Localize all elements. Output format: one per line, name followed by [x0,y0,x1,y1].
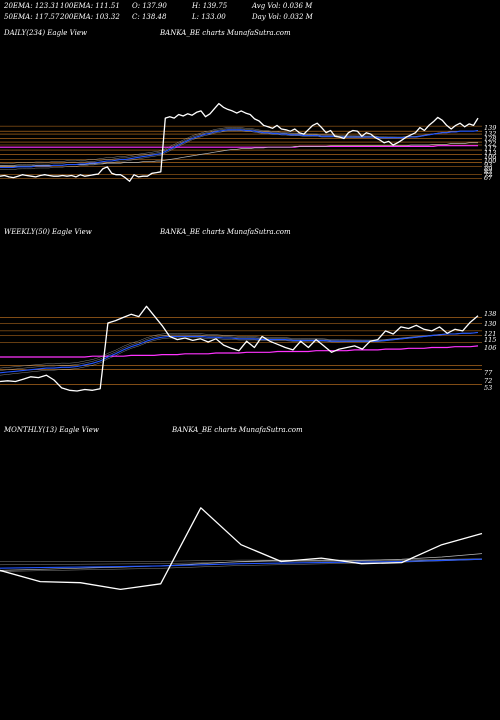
weekly-y-tick-label: 121 [484,330,496,338]
daily-y-tick-label: 128 [484,135,496,143]
weekly-y-tick-label: 138 [484,310,496,318]
monthly-ema-bundle-line [0,559,483,572]
daily-price-line [0,102,479,182]
daily-ema-bundle-line [0,128,479,166]
weekly-price-line [0,305,479,392]
daily-y-tick-label: 100 [484,157,496,165]
weekly-ema-line [0,331,479,374]
monthly-ema-bundle-line [0,558,483,566]
daily-y-tick-label: 83 [484,168,492,176]
day-vol-label: Day Vol: 0.032 M [252,13,313,21]
monthly-ema-line [0,558,483,569]
close-label: C: 138.48 [132,13,167,21]
daily-ema-bundle-line [0,130,479,170]
weekly-ema-line [0,345,479,358]
daily-y-tick-label: 67 [484,174,493,182]
weekly-y-tick-label: 72 [484,377,492,385]
monthly-price-line [0,507,483,591]
weekly-ema-bundle-line [0,332,479,371]
avg-vol-label: Avg Vol: 0.036 M [252,2,313,10]
monthly-panel-site: BANKA_BE charts MunafaSutra.com [172,426,303,434]
daily-y-tick-label: 117 [484,145,497,153]
daily-y-tick-label: 72 [484,171,492,179]
weekly-y-tick-label: 130 [484,320,496,328]
weekly-y-tick-label: 115 [484,336,496,344]
ema20-label: 20EMA: 123.31 [4,2,60,10]
weekly-y-tick-label: 106 [484,344,496,352]
weekly-y-tick-label: 53 [484,384,492,392]
weekly-ema-bundle-line [0,332,479,369]
daily-y-tick-label: 132 [484,130,496,138]
ema50-label: 50EMA: 117.57 [4,13,60,21]
daily-y-tick-label: 93 [484,161,492,169]
low-label: L: 133.00 [192,13,226,21]
daily-ema-bundle-line [0,127,479,164]
high-label: H: 139.75 [192,2,228,10]
daily-y-tick-label: 122 [484,140,496,148]
ema100-label: 100EMA: 111.51 [60,2,120,10]
open-label: O: 137.90 [132,2,167,10]
monthly-ema-bundle-line [0,558,483,562]
daily-y-tick-label: 89 [484,165,492,173]
daily-panel-title: DAILY(234) Eagle View [4,29,87,37]
weekly-panel-site: BANKA_BE charts MunafaSutra.com [160,228,291,236]
daily-ema-line [0,129,479,169]
weekly-panel-title: WEEKLY(50) Eagle View [4,228,92,236]
daily-y-tick-label: 106 [484,153,496,161]
weekly-ema-bundle-line [0,332,479,376]
ema200-label: 200EMA: 103.32 [60,13,120,21]
daily-panel-site: BANKA_BE charts MunafaSutra.com [160,29,291,37]
daily-ema-line [0,142,478,167]
monthly-ema-line [0,553,483,571]
weekly-y-tick-label: 77 [484,369,493,377]
daily-y-tick-label: 139 [484,124,496,132]
daily-ema-line [0,145,478,148]
daily-y-tick-label: 113 [484,149,496,157]
monthly-panel-title: MONTHLY(13) Eagle View [4,426,99,434]
